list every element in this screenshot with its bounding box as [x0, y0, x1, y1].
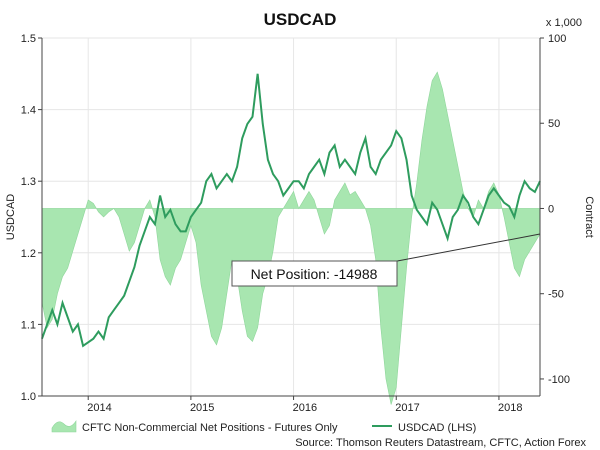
- callout-box: [231, 260, 398, 287]
- left-tick-label: 1.0: [21, 391, 36, 403]
- left-tick-label: 1.4: [21, 105, 36, 117]
- left-tick-label: 1.5: [21, 33, 36, 45]
- right-tick-label: -50: [548, 289, 564, 301]
- chart-title: USDCAD: [264, 10, 337, 29]
- callout-text: Net Position: -14988: [251, 266, 378, 282]
- x-tick-label: 2017: [395, 402, 419, 414]
- legend-line-label: USDCAD (LHS): [398, 422, 476, 434]
- net-positions-area: [41, 71, 541, 405]
- usdcad-line: [41, 73, 541, 348]
- right-tick-label: -100: [548, 374, 570, 386]
- x-tick-label: 2018: [498, 402, 522, 414]
- callout-leader: [391, 233, 541, 263]
- right-unit-label: x 1,000: [546, 17, 582, 29]
- left-tick-label: 1.1: [21, 319, 36, 331]
- source-note: Source: Thomson Reuters Datastream, CFTC…: [295, 437, 586, 449]
- right-tick-label: 0: [548, 203, 554, 215]
- x-tick-label: 2016: [293, 402, 317, 414]
- right-axis-label: Contract: [583, 196, 595, 238]
- left-axis-label: USDCAD: [5, 194, 17, 241]
- x-tick-label: 2014: [87, 402, 111, 414]
- legend-area-label: CFTC Non-Commercial Net Positions - Futu…: [82, 422, 338, 434]
- right-tick-label: 50: [548, 118, 560, 130]
- left-tick-label: 1.2: [21, 248, 36, 260]
- left-tick-label: 1.3: [21, 176, 36, 188]
- x-tick-label: 2015: [190, 402, 214, 414]
- legend-area-swatch: [51, 420, 77, 433]
- right-tick-label: 100: [548, 33, 566, 45]
